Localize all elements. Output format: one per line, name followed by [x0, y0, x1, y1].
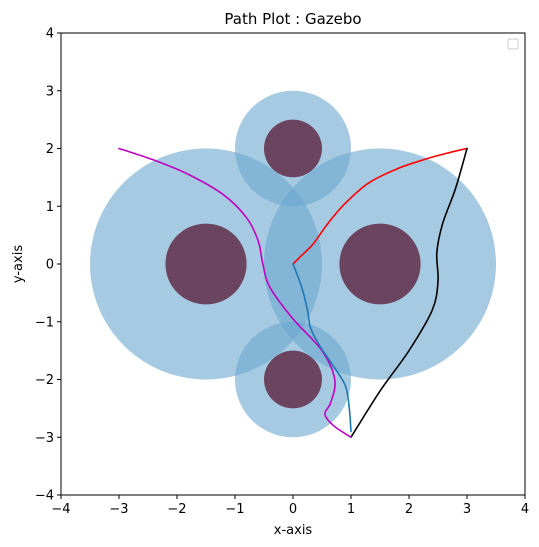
x-tick-label: −2: [167, 502, 186, 517]
obstacle-circle-0: [165, 223, 247, 305]
y-tick-label: 4: [46, 27, 54, 42]
obstacle-circle-1: [339, 223, 421, 305]
x-tick-label: −4: [51, 502, 70, 517]
x-axis-label: x-axis: [274, 523, 313, 538]
x-axis-ticks: −4 −3 −2 −1 0 1 2 3 4: [51, 495, 529, 517]
path-series-3: [292, 263, 352, 433]
x-tick-label: 2: [405, 502, 413, 517]
chart-title: Path Plot : Gazebo: [224, 10, 361, 28]
y-axis-label: y-axis: [11, 245, 26, 283]
path-series-2: [118, 147, 352, 439]
x-tick-label: 0: [289, 502, 297, 517]
y-tick-label: 2: [46, 142, 54, 157]
y-tick-label: −2: [35, 373, 54, 388]
y-tick-label: −1: [35, 315, 54, 330]
legend: [507, 38, 519, 50]
y-tick-label: 3: [46, 84, 54, 99]
obstacle-circle-2: [264, 119, 322, 178]
legend-box: [507, 38, 519, 50]
x-tick-label: −3: [109, 502, 128, 517]
x-tick-label: 1: [347, 502, 355, 517]
x-tick-label: 3: [463, 502, 471, 517]
x-tick-label: −1: [225, 502, 244, 517]
obstacle-circle-3: [264, 350, 322, 409]
y-tick-label: −4: [35, 489, 54, 504]
x-tick-label: 4: [521, 502, 529, 517]
y-axis-ticks: −4 −3 −2 −1 0 1 2 3 4: [35, 27, 61, 504]
obstacle-layer: [165, 119, 421, 409]
y-tick-label: −3: [35, 431, 54, 446]
y-tick-label: 0: [46, 258, 54, 273]
y-tick-label: 1: [46, 200, 54, 215]
path-series-1: [350, 147, 468, 439]
plot-area: [90, 90, 496, 439]
path-series-layer: [118, 147, 468, 439]
path-series-0: [292, 147, 468, 265]
